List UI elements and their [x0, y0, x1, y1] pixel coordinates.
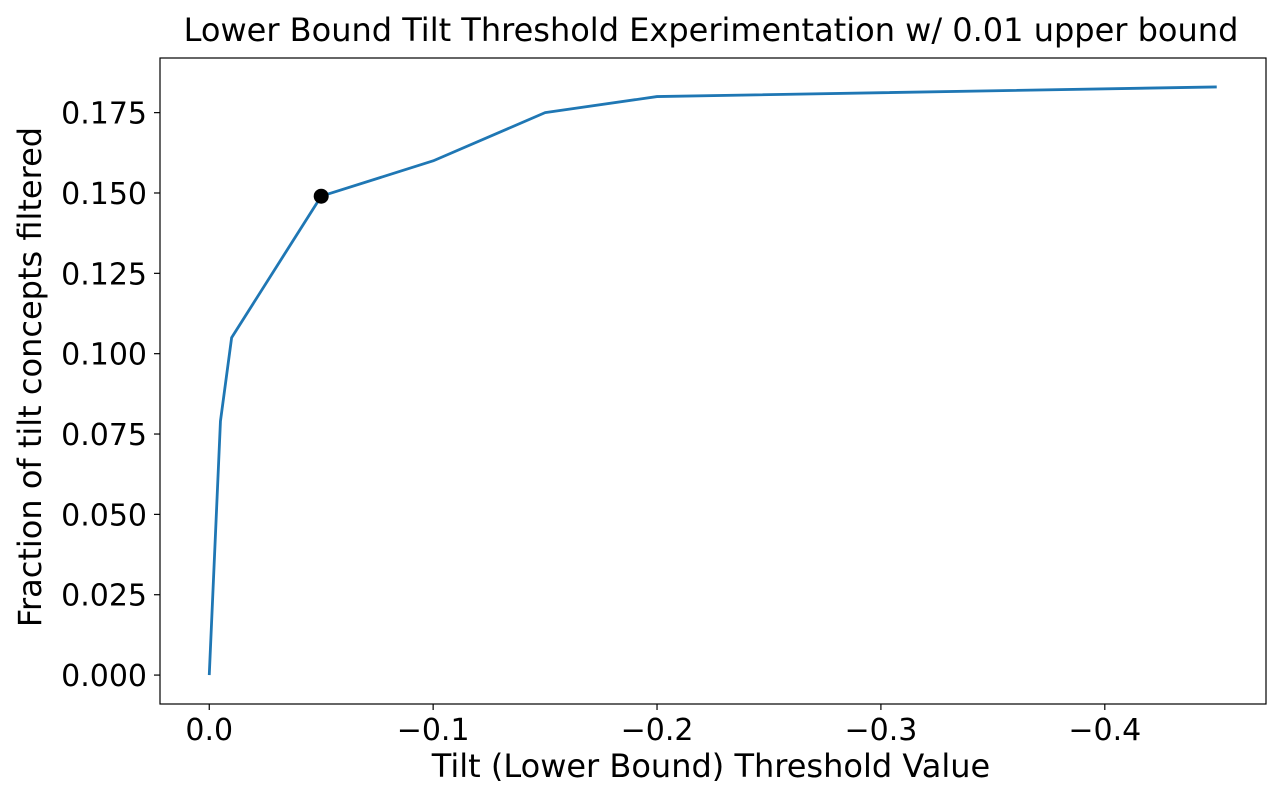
y-tick-label: 0.075 [61, 418, 147, 453]
y-tick-label: 0.175 [61, 97, 147, 132]
x-axis-title: Tilt (Lower Bound) Threshold Value [431, 747, 990, 785]
series-line [207, 85, 1217, 676]
y-axis-title: Fraction of tilt concepts filtered [11, 127, 49, 627]
x-tick-label: −0.2 [621, 713, 694, 748]
highlight-point [313, 188, 329, 204]
plot-area [207, 85, 1217, 676]
x-tick-label: −0.1 [397, 713, 470, 748]
chart-title: Lower Bound Tilt Threshold Experimentati… [184, 11, 1239, 49]
y-tick-label: 0.025 [61, 579, 147, 614]
x-tick-label: −0.4 [1068, 713, 1141, 748]
y-axis: 0.000 0.025 0.050 0.075 0.100 0.125 0.150 0.175 [61, 97, 160, 694]
y-tick-label: 0.150 [61, 177, 147, 212]
x-tick-label: −0.3 [844, 713, 917, 748]
y-tick-label: 0.000 [61, 659, 147, 694]
x-axis: 0.0 −0.1 −0.2 −0.3 −0.4 [185, 704, 1141, 748]
x-tick-label: 0.0 [185, 713, 233, 748]
plot-frame [159, 57, 1267, 705]
y-tick-label: 0.100 [61, 338, 147, 373]
y-tick-label: 0.125 [61, 257, 147, 292]
y-tick-label: 0.050 [61, 498, 147, 533]
